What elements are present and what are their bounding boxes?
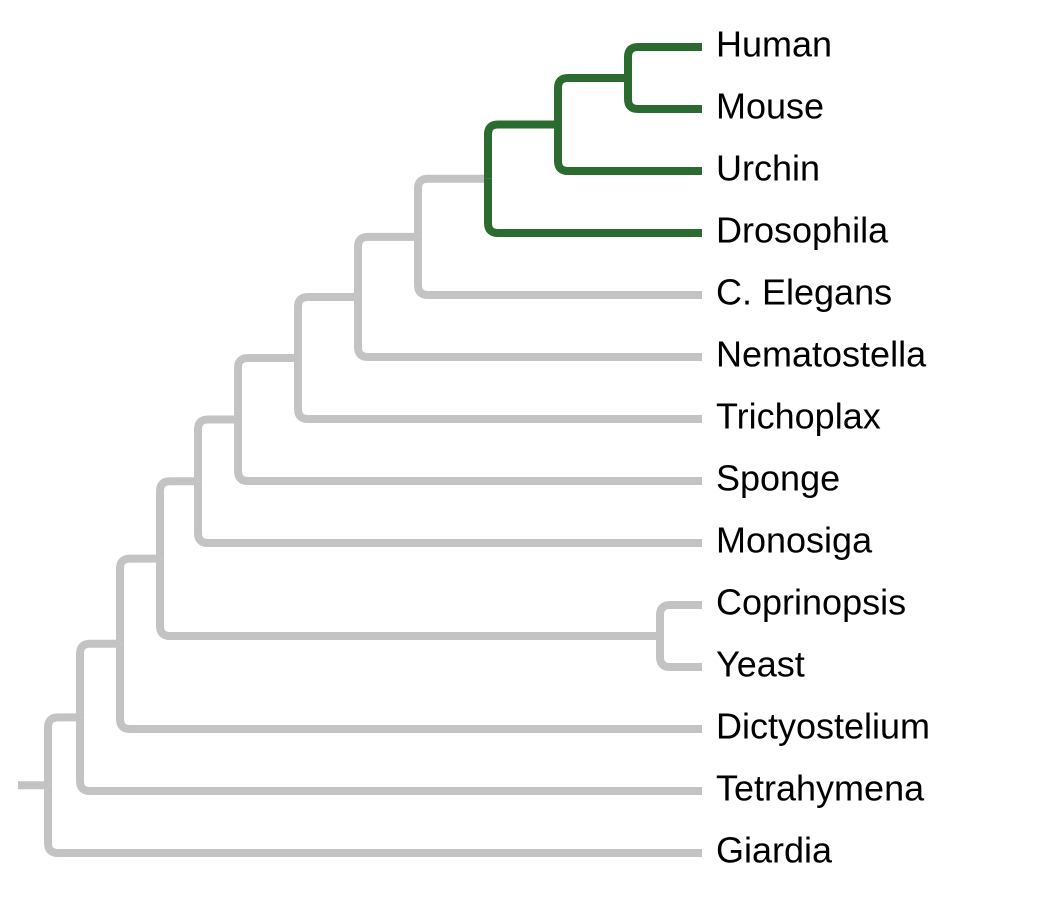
branch [298,358,702,419]
branch [358,237,418,297]
branch [80,644,120,718]
leaf-label: Mouse [716,86,824,127]
leaf-label: Dictyostelium [716,706,930,747]
leaf-label: Nematostella [716,334,927,375]
branch [160,559,660,636]
branch [238,358,298,420]
branch [418,179,488,237]
leaf-label: Trichoplax [716,396,881,437]
leaf-label: Monosiga [716,520,873,561]
branch [628,47,702,78]
leaf-label: Yeast [716,644,805,685]
branch [48,785,702,853]
leaf-label: Sponge [716,458,840,499]
leaf-label: Urchin [716,148,820,189]
branch [488,125,558,179]
branch [238,419,702,481]
leaf-label: Human [716,24,832,65]
leaf-label: Drosophila [716,210,889,251]
leaf-label: C. Elegans [716,272,892,313]
branch [120,559,160,644]
branch [660,605,702,636]
branch [418,237,702,295]
branch [660,636,702,667]
phylo-tree: Human Mouse Urchin Drosophila C. Elegans Nema… [0,0,1049,900]
leaf-label: Coprinopsis [716,582,906,623]
branch [628,78,702,109]
leaf-label: Tetrahymena [716,768,925,809]
branch [198,419,238,481]
branch [160,481,198,558]
branch [48,717,80,785]
branch [558,125,702,172]
leaf-label: Giardia [716,830,833,871]
branch [358,297,702,357]
branch [298,297,358,358]
branch [198,481,702,543]
branch [488,179,702,233]
branch [558,78,628,125]
branch [120,644,702,729]
